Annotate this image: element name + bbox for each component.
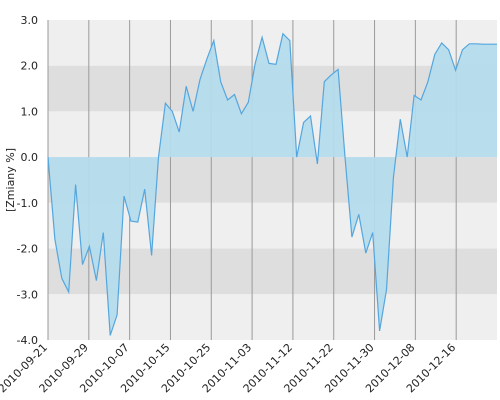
y-tick-label: 1.0 [21, 105, 39, 118]
background-band [48, 248, 497, 295]
y-tick-label: -2.0 [17, 243, 38, 256]
y-axis-title: [Zmiany %] [4, 148, 17, 212]
background-band [48, 294, 497, 340]
series-line [47, 32, 497, 336]
y-tick-label: 0.0 [21, 151, 39, 164]
background-band [48, 20, 497, 66]
y-tick-label: -3.0 [17, 288, 38, 301]
x-axis-ticks: 2010-09-212010-09-292010-10-072010-10-15… [0, 341, 458, 395]
y-axis-ticks: 3.0 2.0 1.0 0.0 -1.0 -2.0 -3.0 -4.0 [17, 14, 38, 347]
y-tick-label: 3.0 [21, 14, 39, 27]
y-tick-label: -4.0 [17, 334, 38, 347]
vertical-gridlines [47, 20, 457, 340]
y-tick-label: 2.0 [21, 60, 39, 73]
area-layer [47, 32, 497, 336]
series-area [48, 33, 497, 336]
y-tick-label: -1.0 [17, 197, 38, 210]
